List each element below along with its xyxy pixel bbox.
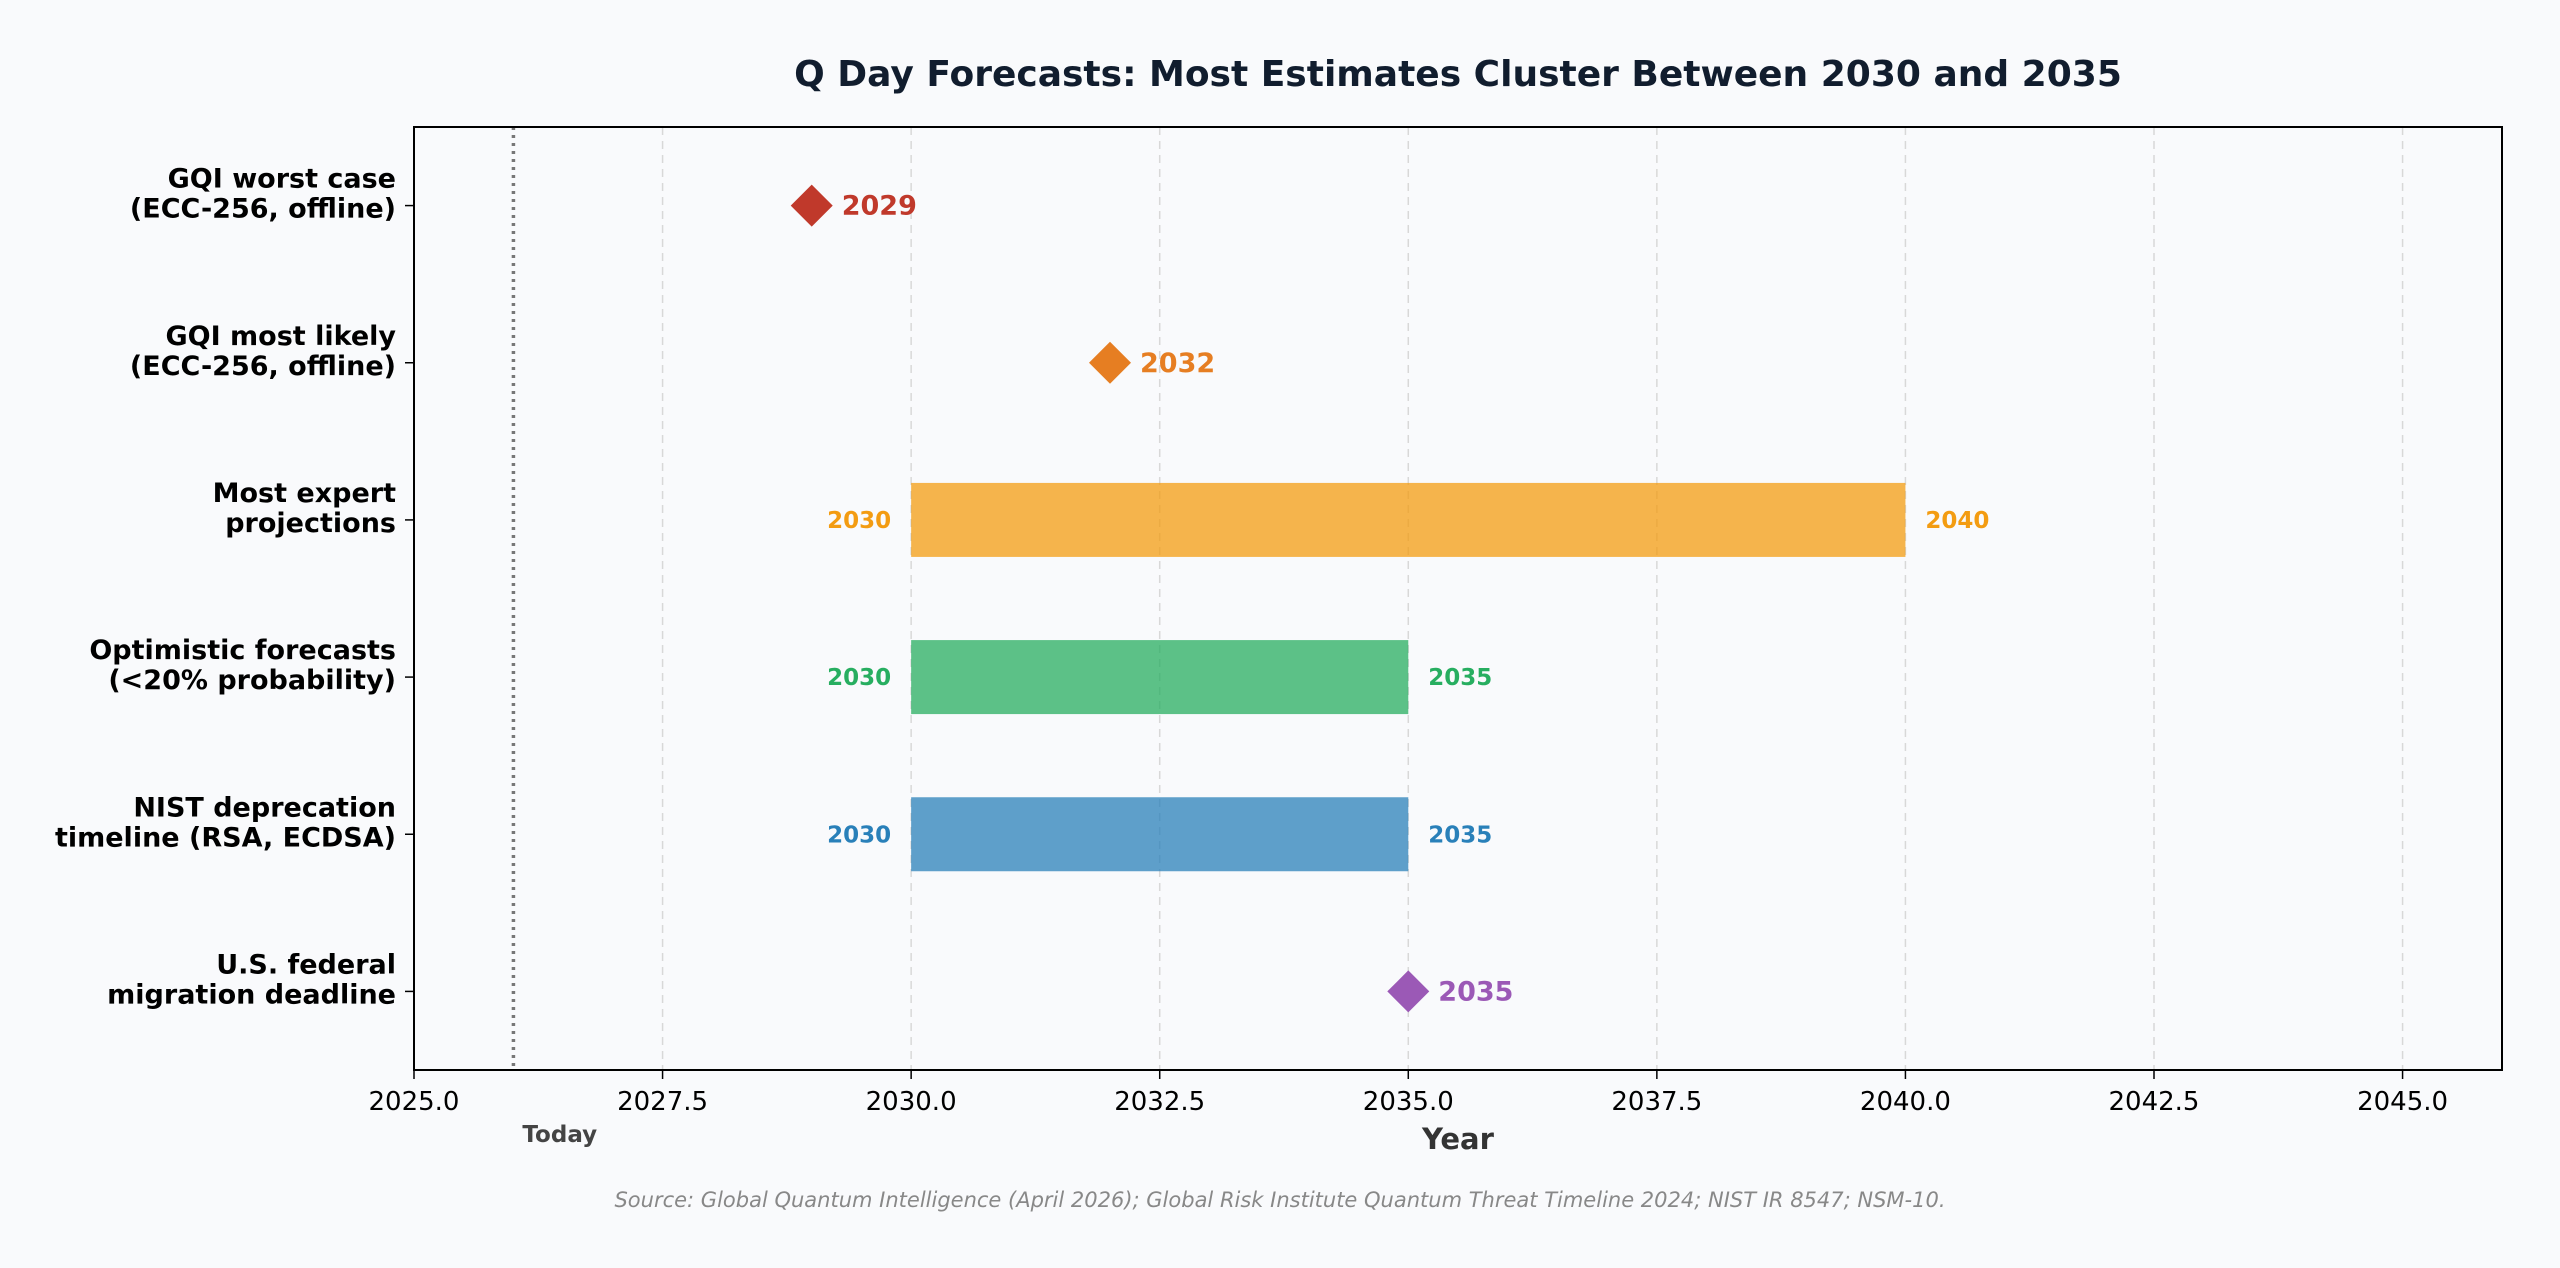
data-marks: 2029 2032 2030 2040 2030 2035 2030 2035 2035 (790, 184, 1989, 1013)
gridlines (413, 127, 2404, 1070)
x-tick-label: 2040.0 (1860, 1087, 1951, 1117)
x-tick-label: 2035.0 (1363, 1087, 1454, 1117)
category-label: U.S. federal migration deadline (107, 949, 396, 1010)
today-label: Today (522, 1122, 597, 1148)
range-end-label: 2035 (1428, 665, 1492, 691)
source-note: Source: Global Quantum Intelligence (Apr… (614, 1188, 1945, 1212)
x-tick-label: 2042.5 (2109, 1087, 2200, 1117)
range-bar (911, 482, 1906, 557)
point-marker (790, 184, 833, 227)
category-label: GQI worst case (ECC-256, offline) (130, 164, 396, 225)
point-marker (1387, 970, 1430, 1013)
x-tick-label: 2045.0 (2357, 1087, 2448, 1117)
range-end-label: 2035 (1428, 822, 1492, 848)
category-label: Optimistic forecasts (<20% probability) (89, 635, 396, 696)
x-tick-label: 2032.5 (1114, 1087, 1205, 1117)
category-label-line: Optimistic forecasts (89, 635, 396, 666)
category-label-line: projections (225, 508, 396, 539)
x-tick-label: 2025.0 (369, 1087, 460, 1117)
point-label: 2032 (1140, 348, 1215, 379)
range-start-label: 2030 (827, 822, 891, 848)
category-label-line: (ECC-256, offline) (130, 194, 396, 225)
point-label: 2029 (842, 191, 917, 222)
range-bar (911, 797, 1409, 872)
range-start-label: 2030 (827, 508, 891, 534)
range-start-label: 2030 (827, 665, 891, 691)
range-bar (911, 640, 1409, 715)
category-label-line: (ECC-256, offline) (130, 351, 396, 382)
axes: 2025.0 2027.5 2030.0 2032.5 2035.0 2037.5 2040… (55, 164, 2448, 1148)
point-label: 2035 (1438, 976, 1513, 1007)
range-end-label: 2040 (1925, 508, 1989, 534)
category-label: Most expert projections (213, 478, 396, 539)
x-tick-label: 2027.5 (617, 1087, 708, 1117)
category-label-line: GQI most likely (165, 321, 396, 352)
category-label-line: migration deadline (107, 979, 396, 1010)
point-marker (1089, 341, 1131, 384)
category-label-line: NIST deprecation (133, 792, 396, 823)
category-label-line: (<20% probability) (108, 665, 396, 696)
category-label-line: U.S. federal (216, 949, 396, 980)
category-label-line: Most expert (213, 478, 396, 509)
x-tick-label: 2030.0 (866, 1087, 957, 1117)
category-label: GQI most likely (ECC-256, offline) (130, 321, 396, 382)
plot-frame (413, 126, 2503, 1071)
x-axis-label: Year (1421, 1122, 1495, 1156)
x-tick-label: 2037.5 (1611, 1087, 1702, 1117)
category-label-line: timeline (RSA, ECDSA) (55, 822, 396, 853)
chart-title: Q Day Forecasts: Most Estimates Cluster … (794, 54, 2122, 95)
category-label: NIST deprecation timeline (RSA, ECDSA) (55, 792, 396, 853)
category-label-line: GQI worst case (168, 164, 396, 195)
